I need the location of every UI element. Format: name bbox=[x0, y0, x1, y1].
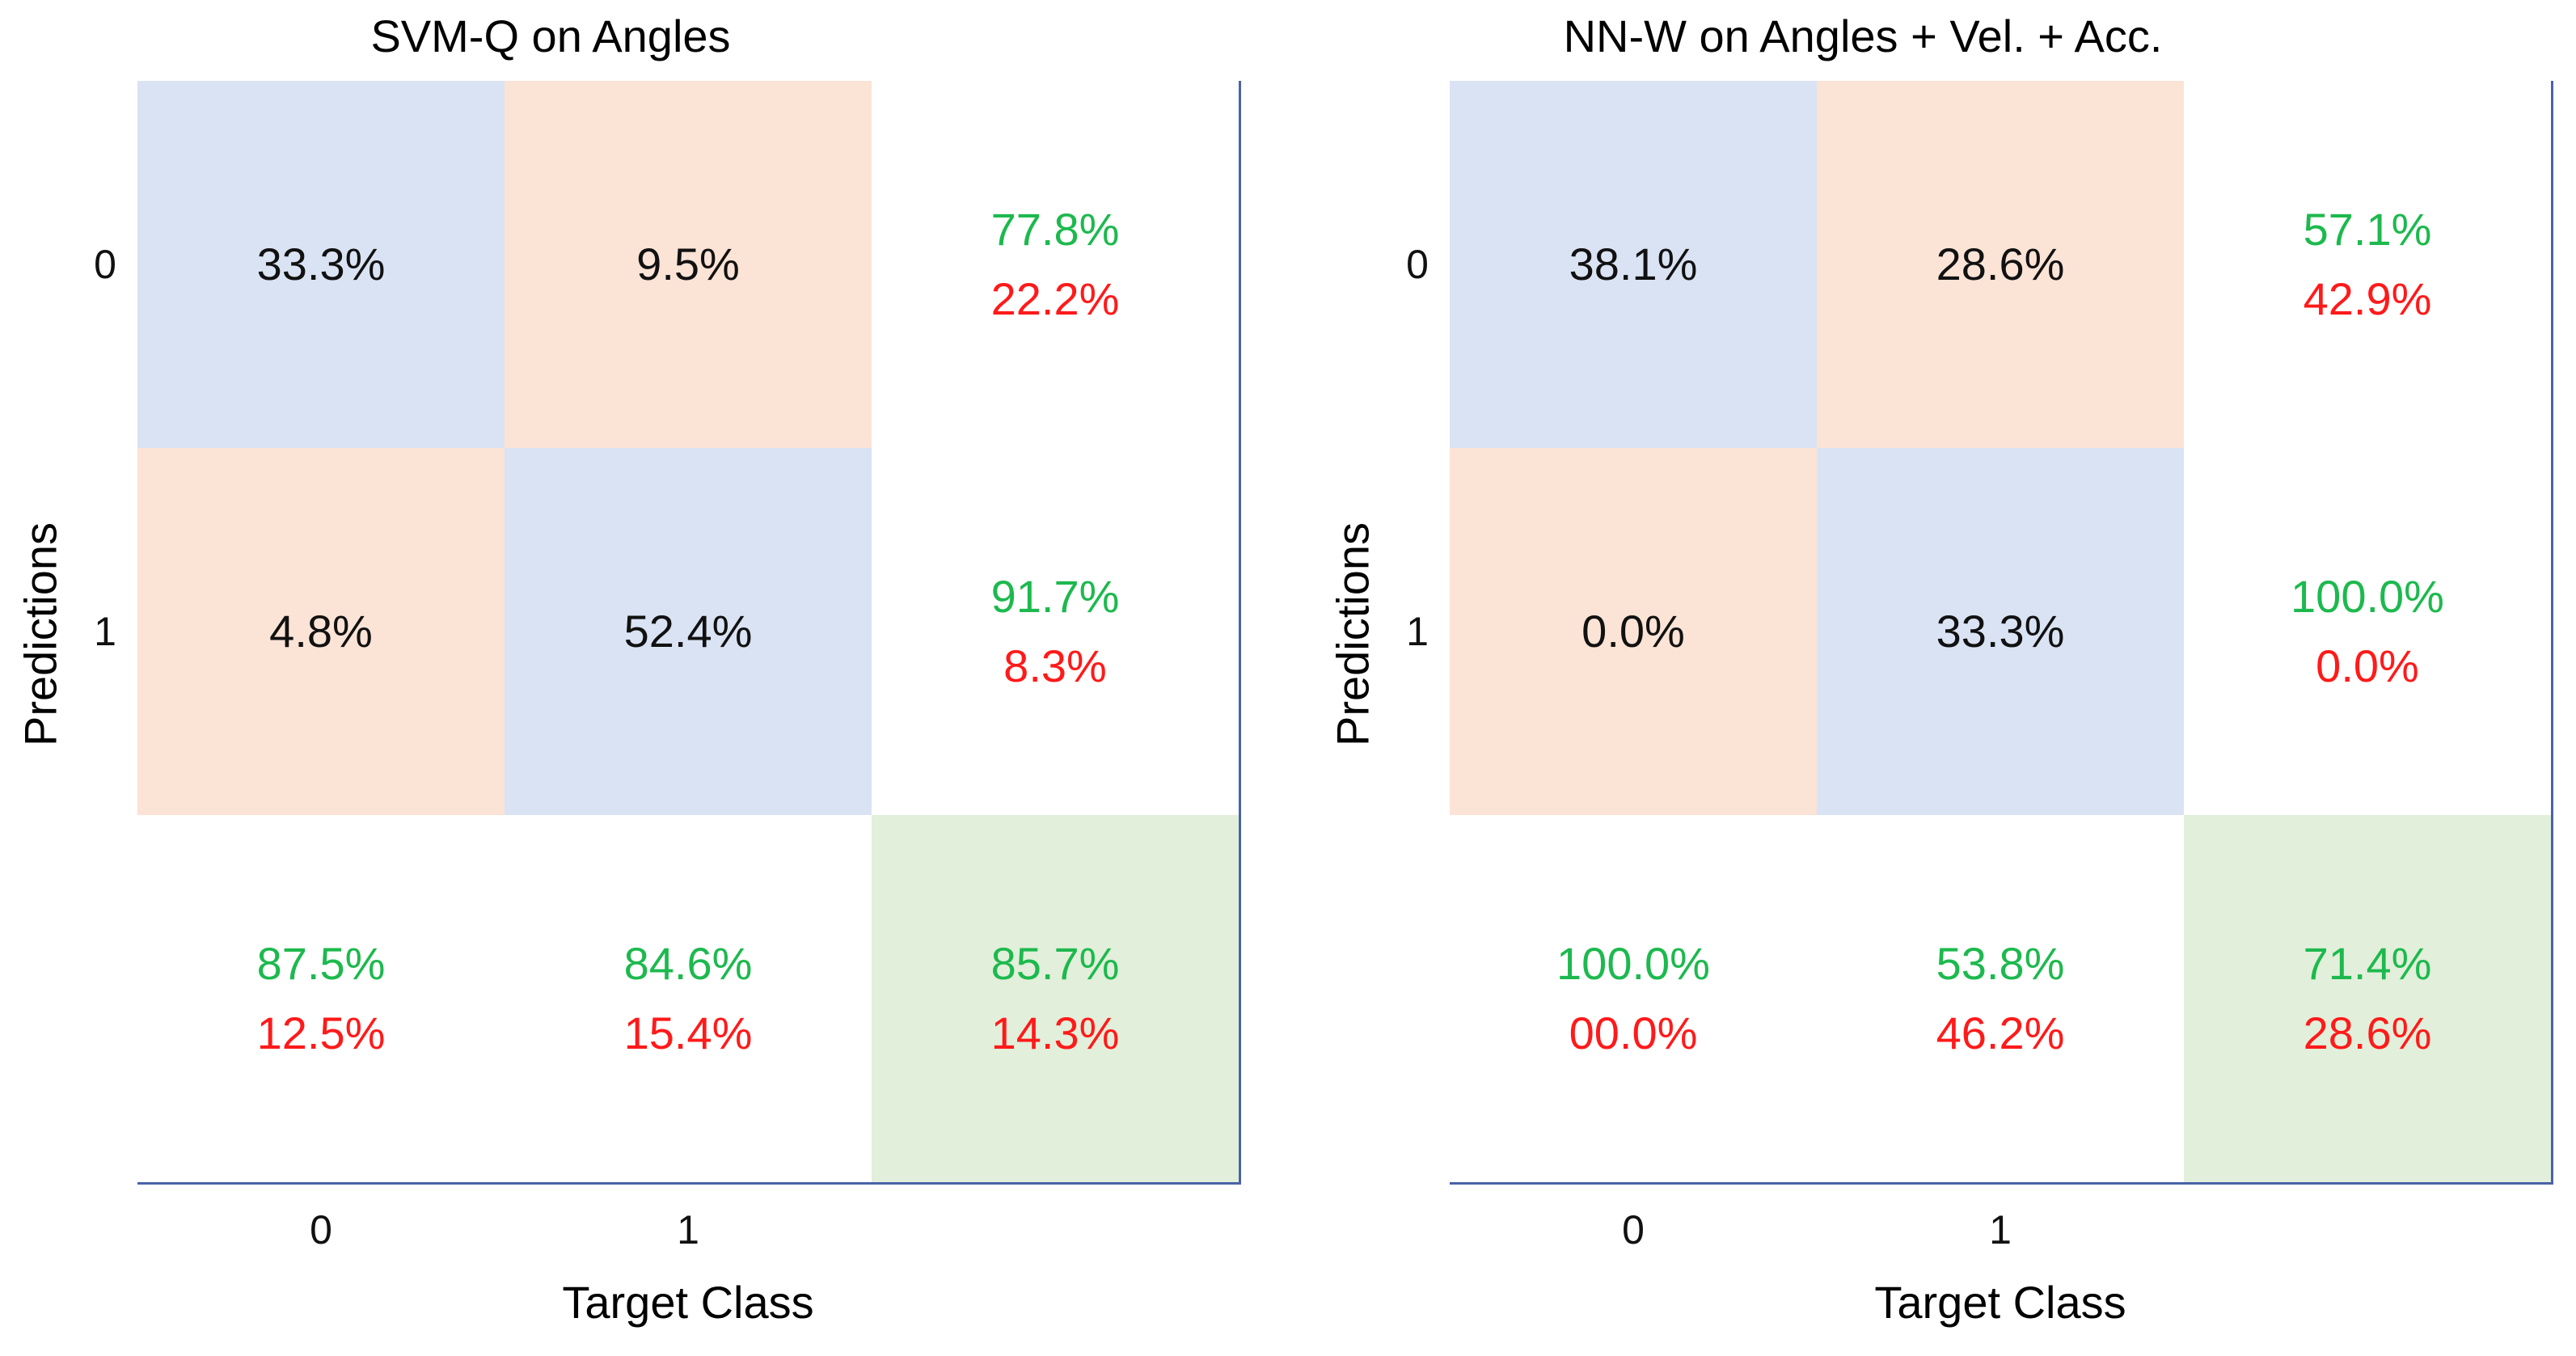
matrix-grid: 38.1% 28.6% 57.1% 42.9% 0.0% 33.3% 100.0% 0.0% 1… bbox=[1450, 81, 2553, 1185]
cell-correct-rate: 71.4% bbox=[2303, 938, 2432, 989]
cell-correct-rate: 100.0% bbox=[1556, 938, 1710, 989]
matrix-cell-summary: 77.8% 22.2% bbox=[872, 81, 1241, 450]
confusion-matrix-nn-w: NN-W on Angles + Vel. + Acc. Predictions… bbox=[1288, 0, 2576, 1356]
cell-percentage: 33.3% bbox=[1936, 606, 2065, 657]
x-axis-label: Target Class bbox=[1874, 1277, 2126, 1328]
matrix-cell-incorrect: 28.6% bbox=[1817, 81, 2186, 450]
cell-correct-rate: 85.7% bbox=[990, 938, 1120, 989]
matrix-grid: 33.3% 9.5% 77.8% 22.2% 4.8% 52.4% 91.7% 8.3% 87.… bbox=[137, 81, 1241, 1185]
x-tick-label: 0 bbox=[1622, 1207, 1645, 1253]
cell-percentage: 9.5% bbox=[636, 239, 740, 289]
cell-correct-rate: 53.8% bbox=[1936, 938, 2065, 989]
cell-correct-rate: 57.1% bbox=[2303, 204, 2432, 255]
x-axis-label: Target Class bbox=[562, 1277, 814, 1328]
matrix-cell-summary: 84.6% 15.4% bbox=[505, 815, 874, 1185]
cell-percentage: 4.8% bbox=[269, 606, 373, 657]
x-tick-label: 1 bbox=[1989, 1207, 2012, 1253]
matrix-cell-incorrect: 0.0% bbox=[1450, 448, 1819, 817]
cell-error-rate: 00.0% bbox=[1569, 1007, 1698, 1058]
x-tick-label: 0 bbox=[310, 1207, 332, 1253]
cell-correct-rate: 77.8% bbox=[990, 204, 1120, 255]
chart-title: NN-W on Angles + Vel. + Acc. bbox=[1563, 11, 2163, 61]
matrix-cell-overall: 71.4% 28.6% bbox=[2184, 815, 2553, 1185]
cell-percentage: 33.3% bbox=[256, 239, 386, 289]
cell-percentage: 28.6% bbox=[1936, 239, 2065, 289]
matrix-cell-correct: 33.3% bbox=[137, 81, 507, 450]
chart-title: SVM-Q on Angles bbox=[370, 11, 731, 61]
x-tick-label: 1 bbox=[677, 1207, 699, 1253]
matrix-cell-overall: 85.7% 14.3% bbox=[872, 815, 1241, 1185]
cell-error-rate: 28.6% bbox=[2303, 1007, 2432, 1058]
y-axis-label: Predictions bbox=[15, 522, 66, 747]
cell-error-rate: 12.5% bbox=[256, 1007, 386, 1058]
matrix-cell-summary: 57.1% 42.9% bbox=[2184, 81, 2553, 450]
matrix-cell-summary: 53.8% 46.2% bbox=[1817, 815, 2186, 1185]
y-tick-label: 1 bbox=[1406, 609, 1429, 654]
matrix-cell-summary: 100.0% 00.0% bbox=[1450, 815, 1819, 1185]
cell-error-rate: 8.3% bbox=[1003, 640, 1107, 691]
y-axis-label: Predictions bbox=[1327, 522, 1379, 747]
matrix-cell-incorrect: 9.5% bbox=[505, 81, 874, 450]
cell-percentage: 52.4% bbox=[623, 606, 753, 657]
cell-error-rate: 22.2% bbox=[990, 273, 1120, 324]
confusion-matrix-svm-q: SVM-Q on Angles Predictions 0 1 33.3% 9.5… bbox=[15, 11, 1241, 1328]
cell-error-rate: 15.4% bbox=[623, 1007, 753, 1058]
matrix-cell-summary: 87.5% 12.5% bbox=[137, 815, 507, 1185]
matrix-cell-summary: 100.0% 0.0% bbox=[2184, 448, 2553, 817]
matrix-cell-incorrect: 4.8% bbox=[137, 448, 507, 817]
cell-percentage: 0.0% bbox=[1581, 606, 1685, 657]
matrix-cell-correct: 38.1% bbox=[1450, 81, 1819, 450]
y-tick-label: 0 bbox=[94, 242, 116, 287]
matrix-cell-correct: 52.4% bbox=[505, 448, 874, 817]
cell-error-rate: 42.9% bbox=[2303, 273, 2432, 324]
cell-percentage: 38.1% bbox=[1569, 239, 1698, 289]
cell-error-rate: 46.2% bbox=[1936, 1007, 2065, 1058]
matrix-cell-summary: 91.7% 8.3% bbox=[872, 448, 1241, 817]
y-tick-label: 1 bbox=[94, 609, 116, 654]
cell-error-rate: 14.3% bbox=[990, 1007, 1120, 1058]
cell-correct-rate: 84.6% bbox=[623, 938, 753, 989]
y-tick-label: 0 bbox=[1406, 242, 1429, 287]
cell-correct-rate: 91.7% bbox=[990, 571, 1120, 622]
cell-error-rate: 0.0% bbox=[2316, 640, 2419, 691]
matrix-cell-correct: 33.3% bbox=[1817, 448, 2186, 817]
cell-correct-rate: 87.5% bbox=[256, 938, 386, 989]
cell-correct-rate: 100.0% bbox=[2291, 571, 2444, 622]
